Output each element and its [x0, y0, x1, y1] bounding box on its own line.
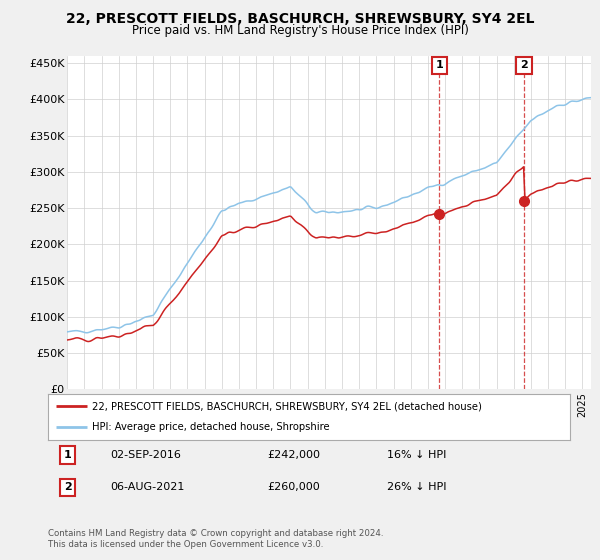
Text: Contains HM Land Registry data © Crown copyright and database right 2024.: Contains HM Land Registry data © Crown c…	[48, 529, 383, 538]
Text: 2: 2	[64, 482, 72, 492]
Text: 22, PRESCOTT FIELDS, BASCHURCH, SHREWSBURY, SY4 2EL: 22, PRESCOTT FIELDS, BASCHURCH, SHREWSBU…	[66, 12, 534, 26]
Text: 02-SEP-2016: 02-SEP-2016	[110, 450, 182, 460]
Text: 1: 1	[64, 450, 72, 460]
Text: £242,000: £242,000	[267, 450, 320, 460]
Text: 22, PRESCOTT FIELDS, BASCHURCH, SHREWSBURY, SY4 2EL (detached house): 22, PRESCOTT FIELDS, BASCHURCH, SHREWSBU…	[92, 401, 482, 411]
Text: HPI: Average price, detached house, Shropshire: HPI: Average price, detached house, Shro…	[92, 422, 330, 432]
Text: 26% ↓ HPI: 26% ↓ HPI	[388, 482, 447, 492]
Text: 2: 2	[520, 60, 528, 71]
Text: Price paid vs. HM Land Registry's House Price Index (HPI): Price paid vs. HM Land Registry's House …	[131, 24, 469, 36]
Text: 16% ↓ HPI: 16% ↓ HPI	[388, 450, 446, 460]
Text: This data is licensed under the Open Government Licence v3.0.: This data is licensed under the Open Gov…	[48, 540, 323, 549]
Text: 1: 1	[436, 60, 443, 71]
Text: £260,000: £260,000	[267, 482, 320, 492]
Text: 06-AUG-2021: 06-AUG-2021	[110, 482, 185, 492]
